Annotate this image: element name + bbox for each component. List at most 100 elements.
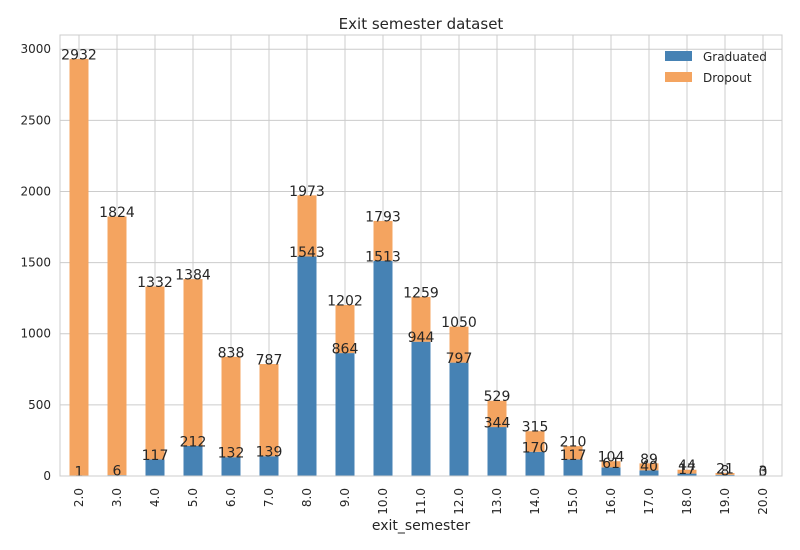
- graduated-value-label: 944: [408, 330, 435, 346]
- total-value-label: 3: [759, 464, 768, 480]
- axes: 0 500 1000 1500 2000 2500 3000 2.0 3.0 4.0 5.0 6.0 7…: [20, 34, 783, 515]
- x-tick-label: 12.0: [452, 488, 466, 515]
- bar-dropout: [335, 305, 355, 354]
- bar-graduated: [335, 353, 355, 476]
- x-tick-label: 16.0: [604, 488, 618, 515]
- bar-dropout: [601, 461, 621, 468]
- bar-dropout: [677, 469, 697, 474]
- total-value-label: 104: [598, 450, 625, 466]
- graduated-value-label: 0: [759, 465, 768, 481]
- bar-graduated: [259, 456, 279, 476]
- bar-graduated: [449, 362, 469, 476]
- total-value-label: 1332: [137, 275, 173, 291]
- graduated-value-label: 117: [142, 448, 169, 464]
- legend-label: Graduated: [703, 50, 767, 64]
- graduated-value-label: 344: [484, 416, 511, 432]
- y-tick-label: 0: [43, 469, 51, 483]
- bar-graduated: [715, 474, 735, 476]
- bar-graduated: [183, 445, 203, 476]
- legend-swatch: [665, 72, 692, 82]
- bar-dropout: [563, 446, 583, 460]
- legend-swatch: [665, 51, 692, 61]
- bar-graduated: [601, 467, 621, 476]
- x-tick-label: 4.0: [148, 488, 162, 507]
- bar-graduated: [563, 459, 583, 476]
- graduated-value-label: 1: [75, 464, 84, 480]
- bar-dropout: [221, 356, 241, 458]
- total-value-label: 1050: [441, 315, 477, 331]
- legend: Graduated Dropout: [665, 50, 767, 85]
- total-value-label: 529: [484, 389, 511, 405]
- graduated-value-label: 6: [113, 464, 122, 480]
- x-tick-label: 3.0: [110, 488, 124, 507]
- total-value-label: 315: [522, 420, 549, 436]
- graduated-value-label: 212: [180, 434, 207, 450]
- x-tick-label: 14.0: [528, 488, 542, 515]
- x-tick-label: 10.0: [376, 488, 390, 515]
- bar-graduated: [487, 427, 507, 476]
- x-tick-label: 9.0: [338, 488, 352, 507]
- graduated-value-label: 8: [721, 463, 730, 479]
- graduated-value-label: 1513: [365, 249, 401, 265]
- bar-dropout: [411, 296, 431, 342]
- total-value-label: 1202: [327, 294, 363, 310]
- y-tick-label: 1500: [20, 256, 51, 270]
- graduated-value-label: 61: [602, 456, 620, 472]
- data-labels: 2932 1 1824 6 1332 117 1384 212 838 132 787 139 1973…: [61, 47, 767, 480]
- x-tick-label: 2.0: [72, 488, 86, 507]
- bar-dropout: [715, 473, 735, 475]
- bar-dropout: [373, 220, 393, 261]
- total-value-label: 838: [218, 345, 245, 361]
- bar-dropout: [259, 364, 279, 457]
- total-value-label: 210: [560, 435, 587, 451]
- graduated-value-label: 797: [446, 351, 473, 367]
- x-tick-label: 5.0: [186, 488, 200, 507]
- legend-label: Dropout: [703, 71, 752, 85]
- bar-dropout: [297, 195, 317, 257]
- total-value-label: 787: [256, 353, 283, 369]
- graduated-value-label: 170: [522, 440, 549, 456]
- bar-dropout: [107, 216, 127, 476]
- bars: [69, 58, 773, 476]
- bar-graduated: [411, 341, 431, 476]
- x-axis-label: exit_semester: [372, 518, 471, 534]
- graduated-value-label: 17: [678, 462, 696, 478]
- y-tick-label: 3000: [20, 42, 51, 56]
- x-tick-label: 20.0: [756, 488, 770, 515]
- x-tick-label: 17.0: [642, 488, 656, 515]
- x-tick-label: 7.0: [262, 488, 276, 507]
- graduated-value-label: 132: [218, 446, 245, 462]
- total-value-label: 1824: [99, 205, 135, 221]
- total-value-label: 2932: [61, 47, 97, 63]
- x-tick-label: 15.0: [566, 488, 580, 515]
- total-value-label: 1259: [403, 285, 439, 301]
- x-tick-label: 19.0: [718, 488, 732, 515]
- bar-dropout: [183, 279, 203, 446]
- total-value-label: 44: [678, 458, 696, 474]
- bar-graduated: [297, 256, 317, 476]
- graduated-value-label: 864: [332, 342, 359, 358]
- graduated-value-label: 139: [256, 445, 283, 461]
- x-tick-label: 8.0: [300, 488, 314, 507]
- x-tick-label: 6.0: [224, 488, 238, 507]
- bar-graduated: [639, 470, 659, 476]
- x-tick-label: 11.0: [414, 488, 428, 515]
- bar-dropout: [145, 286, 165, 460]
- bar-graduated: [373, 260, 393, 476]
- bar-graduated: [221, 457, 241, 476]
- bar-dropout: [449, 326, 469, 363]
- total-value-label: 1384: [175, 268, 211, 284]
- graduated-value-label: 40: [640, 459, 658, 475]
- x-tick-label: 13.0: [490, 488, 504, 515]
- plot-frame: [59, 34, 783, 477]
- bar-dropout: [69, 58, 89, 476]
- total-value-label: 1973: [289, 184, 325, 200]
- total-value-label: 89: [640, 452, 658, 468]
- total-value-label: 1793: [365, 209, 401, 225]
- graduated-value-label: 1543: [289, 245, 325, 261]
- bar-graduated: [145, 459, 165, 476]
- total-value-label: 21: [716, 462, 734, 478]
- bar-dropout: [639, 463, 659, 471]
